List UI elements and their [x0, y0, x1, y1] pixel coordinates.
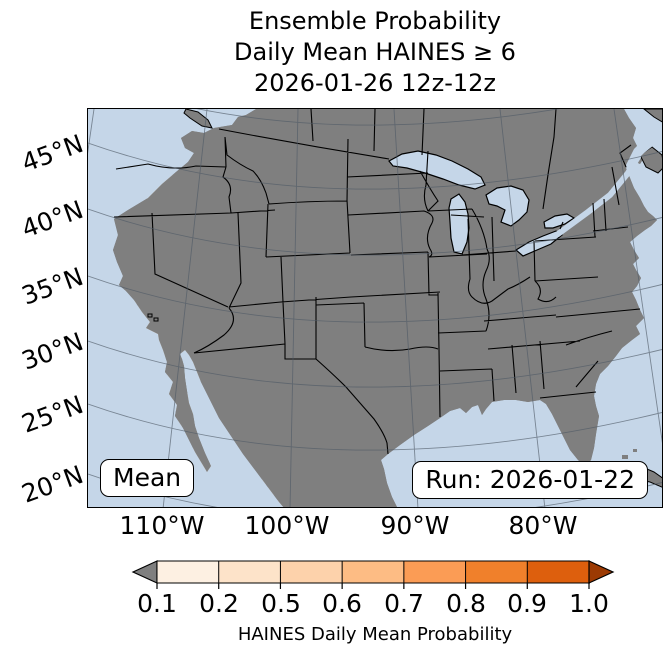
great-lakes	[388, 150, 576, 257]
lat-tick-45n: 45°N	[17, 128, 87, 178]
bahamas-islet	[633, 449, 637, 452]
lon-tick-90w: 90°W	[380, 511, 450, 540]
map-canvas	[88, 109, 662, 507]
channel-island	[147, 313, 153, 318]
state-borders	[113, 109, 641, 455]
colorbar-over-arrow	[588, 560, 615, 584]
lat-tick-40n: 40°N	[17, 194, 87, 244]
cb-tick-0.6: 0.6	[322, 589, 362, 618]
lake-huron	[485, 185, 530, 227]
coastline	[112, 109, 658, 507]
title-line-2: Daily Mean HAINES ≥ 6	[234, 38, 516, 66]
colorbar	[131, 560, 615, 589]
lake-ontario	[543, 213, 576, 229]
labrador-corner	[643, 109, 662, 123]
colorbar-under-arrow	[131, 560, 158, 584]
lat-tick-20n: 20°N	[17, 459, 87, 509]
title-line-1: Ensemble Probability	[248, 7, 502, 35]
colorbar-label: HAINES Daily Mean Probability	[237, 624, 513, 645]
colorbar-tick-marks	[156, 583, 590, 589]
cb-tick-0.5: 0.5	[261, 589, 301, 618]
cb-tick-1.0: 1.0	[569, 589, 609, 618]
cb-tick-0.2: 0.2	[199, 589, 239, 618]
gulf-of-st-lawrence	[626, 126, 662, 173]
lon-tick-80w: 80°W	[508, 511, 578, 540]
cb-tick-0.1: 0.1	[137, 589, 177, 618]
run-date-box: Run: 2026-01-22	[412, 461, 648, 499]
cb-tick-0.8: 0.8	[446, 589, 486, 618]
title-line-3: 2026-01-26 12z-12z	[253, 69, 497, 97]
lake-superior	[388, 150, 486, 190]
nova-scotia	[639, 146, 662, 174]
stat-label-box: Mean	[100, 459, 195, 497]
colorbar-segments	[156, 560, 590, 584]
lat-tick-30n: 30°N	[17, 326, 87, 376]
lat-tick-35n: 35°N	[17, 261, 87, 311]
cb-tick-0.7: 0.7	[384, 589, 424, 618]
channel-island	[153, 317, 159, 322]
map-axes: Mean Run: 2026-01-22	[87, 108, 663, 508]
lat-tick-25n: 25°N	[17, 389, 87, 439]
figure-title: Ensemble Probability Daily Mean HAINES ≥…	[87, 6, 663, 99]
lon-tick-100w: 100°W	[244, 511, 330, 540]
lon-tick-110w: 110°W	[119, 511, 205, 540]
bahamas-islet	[622, 455, 628, 459]
lake-erie	[514, 230, 564, 257]
cb-tick-0.9: 0.9	[507, 589, 547, 618]
